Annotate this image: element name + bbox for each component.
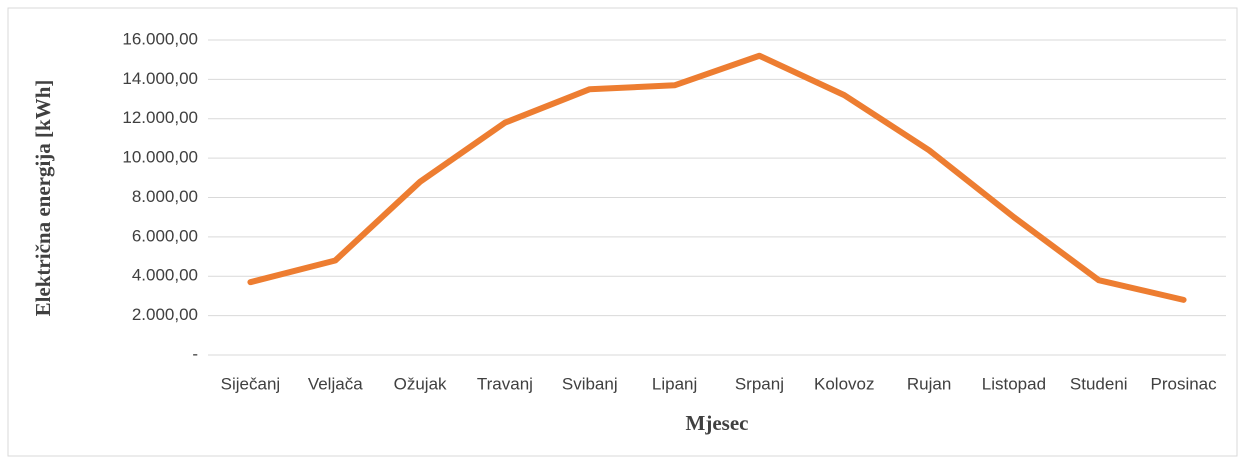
x-tick-label: Studeni <box>1070 374 1128 393</box>
x-tick-label: Travanj <box>477 374 533 393</box>
y-tick-label: - <box>192 344 198 363</box>
x-tick-label: Kolovoz <box>814 374 874 393</box>
x-tick-label: Srpanj <box>735 374 784 393</box>
x-tick-label: Siječanj <box>221 374 281 393</box>
data-line <box>247 52 1187 303</box>
y-tick-label: 4.000,00 <box>132 266 198 285</box>
x-tick-label: Lipanj <box>652 374 697 393</box>
x-tick-label: Ožujak <box>394 374 447 393</box>
x-tick-label: Veljača <box>308 374 363 393</box>
x-tick-label: Rujan <box>907 374 951 393</box>
x-tick-label: Prosinac <box>1151 374 1218 393</box>
y-tick-label: 12.000,00 <box>122 108 198 127</box>
x-tick-label: Listopad <box>982 374 1046 393</box>
y-tick-label: 2.000,00 <box>132 305 198 324</box>
y-tick-label: 14.000,00 <box>122 69 198 88</box>
x-tick-label: Svibanj <box>562 374 618 393</box>
y-tick-label: 6.000,00 <box>132 226 198 245</box>
y-tick-label: 8.000,00 <box>132 187 198 206</box>
x-axis-title: Mjesec <box>686 411 749 435</box>
y-tick-label: 16.000,00 <box>122 29 198 48</box>
y-axis-title: Električna energija [kWh] <box>31 80 55 317</box>
y-tick-label: 10.000,00 <box>122 148 198 167</box>
